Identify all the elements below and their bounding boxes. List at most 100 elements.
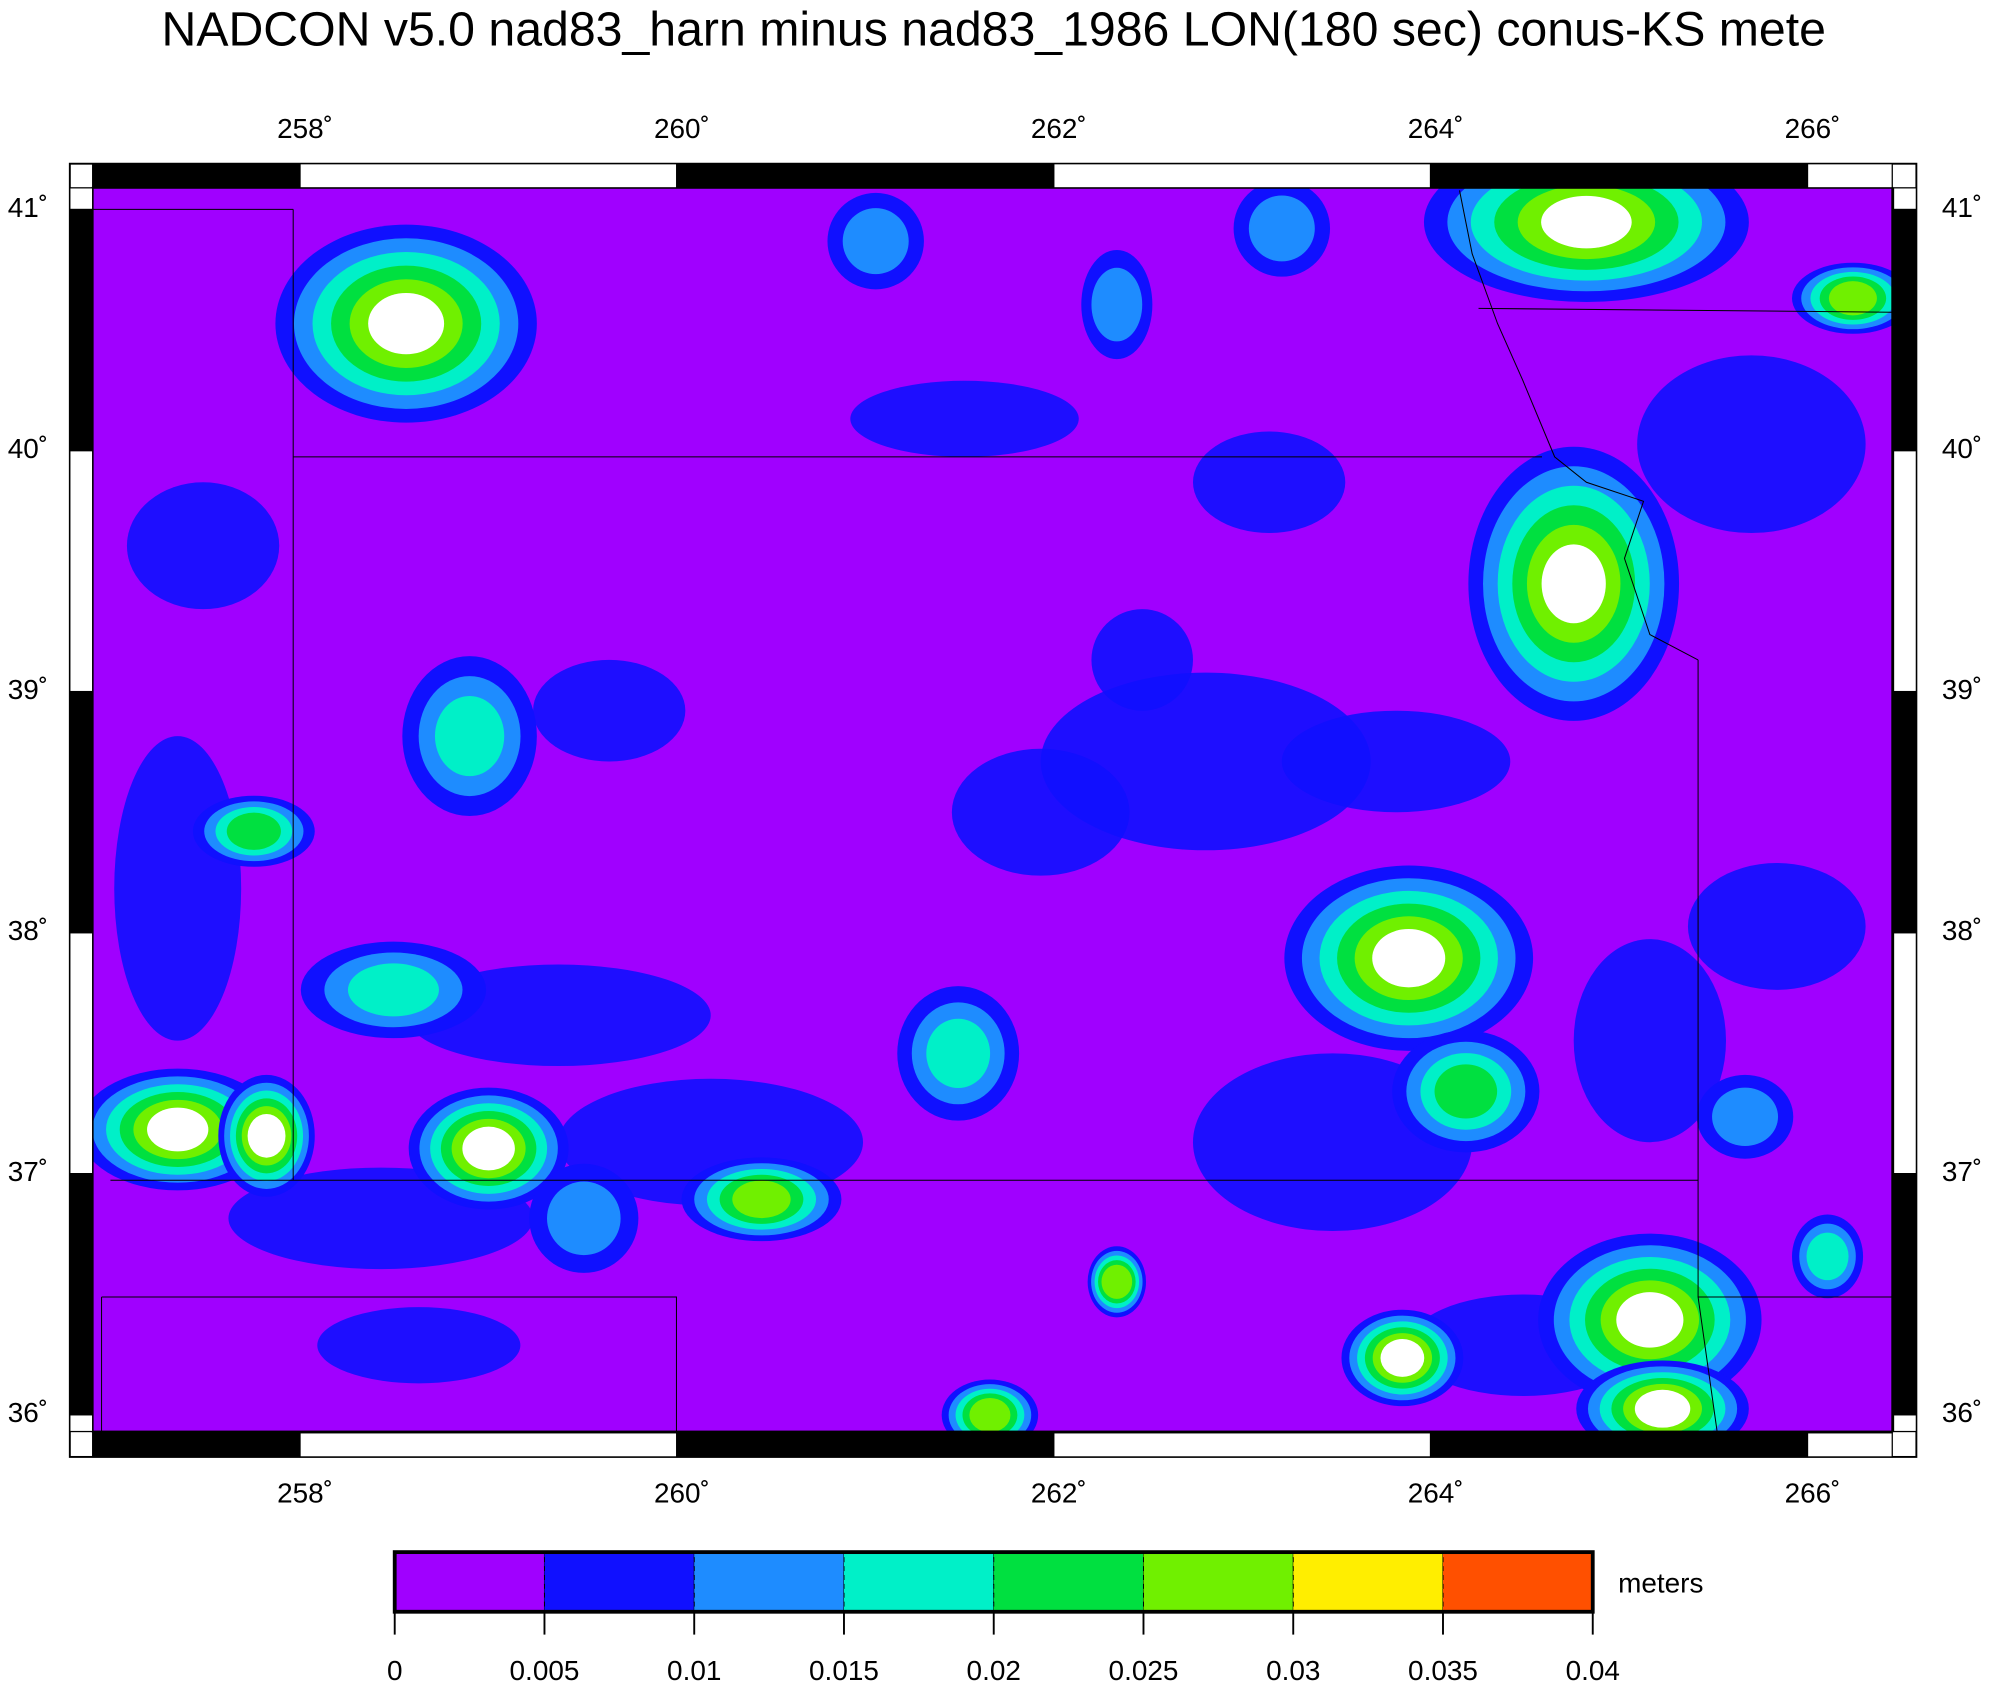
colorbar-tick-label: 0.005 bbox=[510, 1655, 580, 1686]
blue-patch bbox=[1192, 431, 1346, 534]
blue-patch bbox=[1637, 355, 1866, 534]
x-tick-label: 266˚ bbox=[1785, 1477, 1841, 1508]
border-bar bbox=[69, 449, 94, 693]
blue-patch bbox=[1687, 862, 1866, 990]
colorbar-tick-label: 0.04 bbox=[1566, 1655, 1620, 1686]
colorbar-cell bbox=[843, 1551, 995, 1613]
colorbar-cell bbox=[1292, 1551, 1444, 1613]
colorbar-cell bbox=[1442, 1551, 1594, 1613]
blob bbox=[1541, 544, 1606, 624]
y-tick-label: 41˚ bbox=[1942, 192, 1982, 223]
border-bar bbox=[299, 163, 678, 189]
blob bbox=[368, 292, 445, 355]
border-bar bbox=[69, 690, 94, 934]
blob bbox=[347, 963, 439, 1017]
colorbar: 0 0.005 0.01 0.015 0.02 0.025 0.03 0.035 0.04 met… bbox=[387, 1550, 1703, 1686]
colorbar-cell bbox=[543, 1551, 695, 1613]
border-bar bbox=[69, 187, 94, 211]
blob bbox=[147, 1107, 209, 1152]
blob bbox=[732, 1180, 791, 1219]
y-tick-label: 36˚ bbox=[8, 1397, 48, 1428]
colorbar-tick-label: 0.035 bbox=[1408, 1655, 1478, 1686]
blob bbox=[247, 1113, 286, 1158]
y-tick-label: 37˚ bbox=[1942, 1156, 1982, 1187]
blue-patch bbox=[951, 748, 1130, 876]
border-bar bbox=[1806, 163, 1893, 189]
blob bbox=[1434, 1064, 1498, 1119]
border-bar bbox=[1892, 1414, 1918, 1433]
border-bar bbox=[299, 1432, 678, 1458]
border-bar bbox=[1053, 163, 1432, 189]
blue-patch bbox=[533, 659, 686, 762]
colorbar-tick-label: 0.02 bbox=[967, 1655, 1021, 1686]
border-bar bbox=[69, 208, 94, 452]
blue-patch bbox=[1091, 609, 1193, 711]
blob bbox=[1248, 195, 1315, 262]
y-tick-label: 38˚ bbox=[8, 915, 48, 946]
border-bar bbox=[92, 1432, 301, 1458]
colorbar-cell bbox=[1142, 1551, 1294, 1613]
blob bbox=[1828, 281, 1877, 316]
border-bar bbox=[1892, 449, 1918, 693]
colorbar-cell bbox=[394, 1551, 545, 1613]
boundary bbox=[101, 1296, 677, 1432]
blob bbox=[926, 1018, 991, 1088]
colorbar-tick-label: 0 bbox=[387, 1655, 403, 1686]
y-tick-label: 40˚ bbox=[8, 433, 48, 464]
colorbar-tick-label: 0.01 bbox=[667, 1655, 721, 1686]
blue-patch bbox=[1573, 939, 1727, 1143]
colorbar-tick-label: 0.015 bbox=[809, 1655, 879, 1686]
x-tick-label: 264˚ bbox=[1408, 113, 1464, 144]
blob bbox=[1372, 928, 1446, 988]
x-tick-label: 262˚ bbox=[1031, 113, 1087, 144]
colorbar-label: meters bbox=[1618, 1567, 1703, 1598]
blob bbox=[1616, 1292, 1684, 1348]
x-tick-label: 260˚ bbox=[654, 1477, 710, 1508]
raster bbox=[92, 187, 1893, 1432]
border-bar bbox=[1806, 1432, 1893, 1458]
x-tick-label: 260˚ bbox=[654, 113, 710, 144]
blob bbox=[226, 812, 281, 850]
blob bbox=[1091, 267, 1143, 342]
border-bar bbox=[676, 1432, 1055, 1458]
x-tick-label: 258˚ bbox=[277, 1477, 333, 1508]
y-tick-label: 41˚ bbox=[8, 192, 48, 223]
border-bar bbox=[69, 1414, 94, 1433]
blue-patch bbox=[114, 736, 242, 1041]
border-bar bbox=[676, 163, 1055, 189]
blob bbox=[462, 1126, 515, 1171]
blob bbox=[969, 1397, 1011, 1432]
x-tick-label: 262˚ bbox=[1031, 1477, 1087, 1508]
border-bar bbox=[1429, 163, 1809, 189]
blue-patch bbox=[1281, 710, 1511, 813]
y-tick-label: 36˚ bbox=[1942, 1397, 1982, 1428]
border-bar bbox=[69, 931, 94, 1175]
blob bbox=[1101, 1264, 1133, 1299]
title: NADCON v5.0 nad83_harn minus nad83_1986 … bbox=[161, 3, 1825, 57]
blob bbox=[1634, 1389, 1691, 1428]
border-bar bbox=[1053, 1432, 1432, 1458]
y-tick-label: 39˚ bbox=[8, 674, 48, 705]
blob bbox=[842, 208, 909, 275]
blue-patch bbox=[126, 482, 280, 610]
colorbar-tick-label: 0.025 bbox=[1109, 1655, 1179, 1686]
x-tick-label: 264˚ bbox=[1408, 1477, 1464, 1508]
y-tick-label: 39˚ bbox=[1942, 674, 1982, 705]
colorbar-cell bbox=[693, 1551, 845, 1613]
border-bar bbox=[1892, 187, 1918, 211]
border-bar bbox=[1429, 1432, 1809, 1458]
boundary bbox=[1458, 190, 1699, 661]
map: 258˚ 258˚ 260˚ 260˚ 262˚ 262˚ 264˚ 264˚ 266˚ 266˚… bbox=[8, 113, 1982, 1508]
y-tick-label: 38˚ bbox=[1942, 915, 1982, 946]
y-tick-label: 37˚ bbox=[8, 1156, 48, 1187]
colorbar-tick-label: 0.03 bbox=[1266, 1655, 1320, 1686]
border-bar bbox=[1892, 931, 1918, 1175]
blob bbox=[434, 696, 505, 777]
blob bbox=[1712, 1087, 1779, 1146]
border-bar bbox=[1892, 1173, 1918, 1416]
x-tick-label: 258˚ bbox=[277, 113, 333, 144]
x-tick-label: 266˚ bbox=[1785, 113, 1841, 144]
colorbar-cell bbox=[993, 1551, 1144, 1613]
